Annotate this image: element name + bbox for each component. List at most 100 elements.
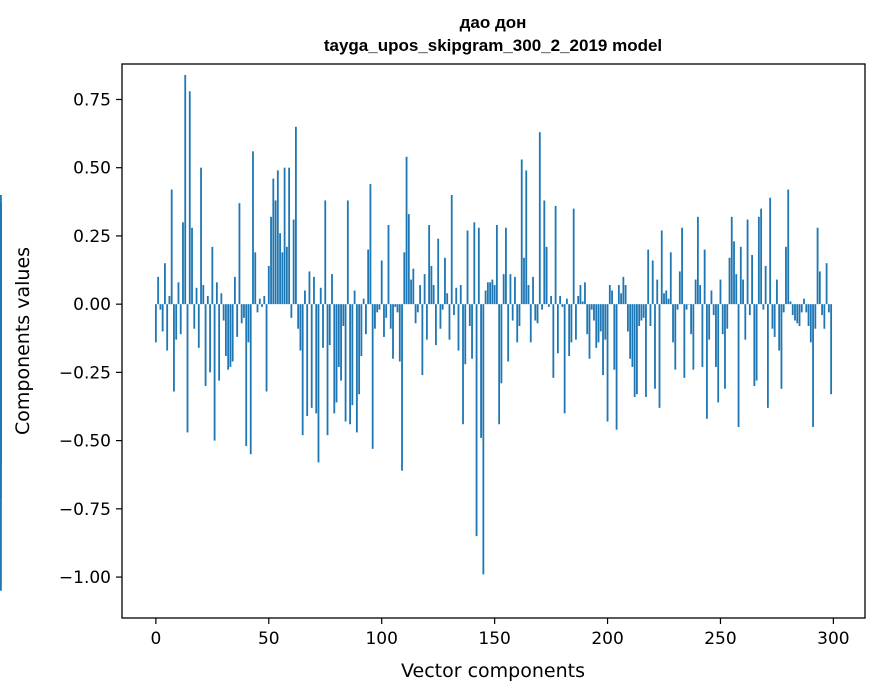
bar-23 bbox=[206, 295, 209, 305]
bar-220 bbox=[651, 260, 654, 305]
bar-120 bbox=[425, 304, 428, 340]
bar-181 bbox=[563, 304, 566, 414]
bar-192 bbox=[588, 304, 591, 359]
bar-202 bbox=[611, 290, 613, 305]
bar-58 bbox=[285, 246, 288, 305]
bar-194 bbox=[593, 304, 595, 321]
bar-209 bbox=[626, 304, 629, 332]
bar-19 bbox=[197, 304, 200, 348]
bar-289 bbox=[807, 304, 810, 326]
bar-163 bbox=[523, 257, 525, 305]
bar-153 bbox=[500, 304, 503, 384]
bar-27 bbox=[215, 282, 218, 305]
bar-189 bbox=[581, 301, 584, 305]
bar-167 bbox=[532, 276, 534, 305]
bar-104 bbox=[389, 304, 392, 329]
bar-284 bbox=[796, 304, 799, 324]
bar-169 bbox=[536, 304, 539, 324]
bar-260 bbox=[742, 279, 744, 305]
bar-158 bbox=[511, 304, 514, 321]
bar-148 bbox=[489, 282, 492, 305]
bar-232 bbox=[678, 271, 681, 305]
bar-103 bbox=[387, 225, 390, 305]
bar-87 bbox=[351, 304, 354, 406]
bar-184 bbox=[570, 304, 573, 343]
bar-116 bbox=[416, 304, 419, 313]
bar-198 bbox=[602, 304, 604, 376]
bar-246 bbox=[710, 290, 713, 305]
bar-81 bbox=[337, 304, 340, 367]
bar-179 bbox=[559, 295, 562, 305]
bar-105 bbox=[392, 304, 394, 359]
bar-39 bbox=[243, 304, 245, 318]
bar-96 bbox=[371, 304, 374, 449]
bar-290 bbox=[809, 304, 812, 343]
bar-41 bbox=[247, 304, 250, 343]
bar-62 bbox=[294, 126, 297, 305]
y-tick-label: −1.00 bbox=[59, 568, 111, 588]
bar-215 bbox=[640, 304, 643, 321]
bar-175 bbox=[550, 295, 552, 305]
bar-137 bbox=[464, 304, 467, 365]
bar-230 bbox=[674, 304, 677, 370]
bar-223 bbox=[658, 304, 661, 408]
bar-193 bbox=[590, 304, 593, 310]
chart-title-line2: tayga_upos_skipgram_300_2_2019 model bbox=[324, 36, 662, 55]
y-tick-label: 0.50 bbox=[73, 159, 111, 179]
bar-267 bbox=[757, 216, 760, 305]
bar-undefined bbox=[0, 304, 2, 406]
bar-265 bbox=[753, 304, 756, 387]
bar-1 bbox=[157, 276, 160, 305]
bar-151 bbox=[495, 225, 498, 305]
bar-82 bbox=[340, 304, 342, 381]
bar-64 bbox=[299, 304, 302, 351]
bar-207 bbox=[622, 276, 625, 305]
bar-283 bbox=[794, 304, 796, 321]
chart-title-line1: дао дон bbox=[460, 13, 527, 32]
bar-156 bbox=[507, 304, 510, 362]
bar-253 bbox=[726, 304, 729, 329]
bar-124 bbox=[435, 304, 437, 346]
bar-56 bbox=[281, 252, 284, 305]
bar-233 bbox=[681, 227, 683, 305]
bar-15 bbox=[188, 91, 191, 305]
bar-261 bbox=[744, 304, 747, 340]
bar-89 bbox=[355, 304, 358, 433]
bar-251 bbox=[721, 304, 724, 335]
bar-269 bbox=[762, 304, 765, 310]
bar-83 bbox=[342, 304, 345, 326]
bar-24 bbox=[209, 304, 211, 373]
bar-165 bbox=[527, 285, 530, 305]
bar-270 bbox=[764, 265, 767, 305]
bar-217 bbox=[645, 304, 647, 397]
bar-244 bbox=[706, 304, 708, 419]
bar-263 bbox=[748, 304, 751, 316]
bar-101 bbox=[383, 304, 385, 337]
bar-238 bbox=[692, 304, 695, 370]
bar-25 bbox=[211, 246, 214, 305]
bar-69 bbox=[310, 304, 313, 408]
bar-162 bbox=[520, 159, 523, 305]
bar-259 bbox=[739, 246, 742, 305]
bar-21 bbox=[202, 285, 205, 305]
bar-16 bbox=[191, 227, 193, 305]
bar-138 bbox=[466, 230, 469, 305]
bar-214 bbox=[638, 304, 641, 326]
bar-131 bbox=[450, 195, 453, 305]
bar-86 bbox=[349, 304, 351, 425]
bar-122 bbox=[430, 265, 433, 305]
bar-20 bbox=[200, 167, 202, 305]
x-axis-label: Vector components bbox=[401, 660, 585, 682]
bar-11 bbox=[179, 304, 182, 335]
bar-139 bbox=[468, 304, 471, 326]
bar-18 bbox=[195, 287, 198, 305]
bar-102 bbox=[385, 304, 388, 318]
bar-281 bbox=[789, 301, 792, 305]
bar-213 bbox=[636, 304, 638, 395]
bar-13 bbox=[184, 74, 187, 305]
bar-136 bbox=[462, 304, 464, 425]
bar-243 bbox=[703, 249, 706, 305]
bar-134 bbox=[457, 304, 460, 351]
bar-191 bbox=[586, 304, 589, 335]
bar-54 bbox=[276, 170, 279, 305]
